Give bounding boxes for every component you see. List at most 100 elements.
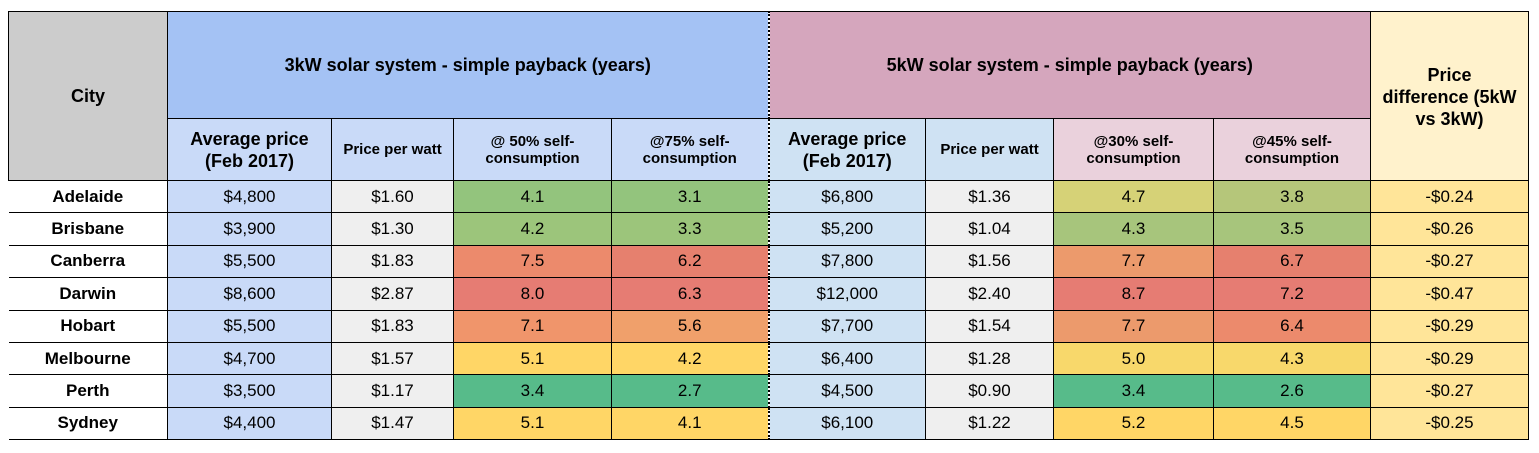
group-3kw-header: 3kW solar system - simple payback (years…: [167, 11, 770, 119]
avg-price-5kw-cell: $6,800: [768, 179, 926, 214]
self-consumption-30-header: @30% self- consumption: [1053, 118, 1214, 181]
avg-price-3kw-line2: (Feb 2017): [204, 150, 295, 171]
avg-price-3kw-cell: $3,900: [167, 212, 332, 246]
table-row: Melbourne $4,700 $1.57 5.1 4.2 $6,400 $1…: [8, 341, 1529, 376]
avg-price-3kw-cell: $4,800: [167, 179, 332, 214]
payback-50-cell: 3.4: [453, 374, 612, 408]
payback-75-cell: 5.6: [611, 309, 770, 343]
payback-30-cell: 7.7: [1053, 244, 1214, 279]
payback-50-cell: 7.5: [453, 244, 612, 279]
table-row: Sydney $4,400 $1.47 5.1 4.1 $6,100 $1.22…: [8, 406, 1529, 441]
payback-30-cell: 4.3: [1053, 212, 1214, 246]
price-per-watt-3kw-cell: $1.83: [331, 309, 454, 343]
avg-price-5kw-cell: $6,100: [768, 406, 926, 441]
sc45-line2: consumption: [1244, 149, 1340, 167]
payback-75-cell: 6.2: [611, 244, 770, 279]
price-per-watt-5kw-header: Price per watt: [925, 118, 1054, 181]
city-cell: Brisbane: [8, 212, 168, 246]
price-per-watt-5kw-cell: $0.90: [925, 374, 1054, 408]
price-per-watt-3kw-cell: $1.60: [331, 179, 454, 214]
price-difference-cell: -$0.27: [1370, 374, 1529, 408]
table-row: Canberra $5,500 $1.83 7.5 6.2 $7,800 $1.…: [8, 244, 1529, 279]
table-row: Hobart $5,500 $1.83 7.1 5.6 $7,700 $1.54…: [8, 309, 1529, 343]
table-row: Perth $3,500 $1.17 3.4 2.7 $4,500 $0.90 …: [8, 374, 1529, 408]
payback-30-cell: 5.0: [1053, 341, 1214, 376]
avg-price-3kw-cell: $4,400: [167, 406, 332, 441]
avg-price-3kw-line1: Average price: [190, 128, 309, 149]
price-per-watt-5kw-cell: $2.40: [925, 277, 1054, 311]
payback-45-cell: 3.8: [1213, 179, 1371, 214]
avg-price-5kw-cell: $6,400: [768, 341, 926, 376]
payback-50-cell: 7.1: [453, 309, 612, 343]
avg-price-5kw-header: Average price (Feb 2017): [768, 118, 926, 181]
avg-price-3kw-cell: $5,500: [167, 309, 332, 343]
table-row: Adelaide $4,800 $1.60 4.1 3.1 $6,800 $1.…: [8, 179, 1529, 214]
price-difference-cell: -$0.26: [1370, 212, 1529, 246]
avg-price-3kw-cell: $3,500: [167, 374, 332, 408]
avg-price-5kw-cell: $12,000: [768, 277, 926, 311]
avg-price-5kw-cell: $7,700: [768, 309, 926, 343]
price-difference-cell: -$0.27: [1370, 244, 1529, 279]
price-per-watt-5kw-cell: $1.54: [925, 309, 1054, 343]
city-cell: Canberra: [8, 244, 168, 279]
avg-price-5kw-line2: (Feb 2017): [802, 150, 892, 171]
sc45-line1: @45% self-: [1252, 132, 1332, 150]
sc50-line2: consumption: [485, 149, 580, 167]
price-difference-line2: difference (5kW: [1382, 87, 1517, 107]
payback-50-cell: 4.1: [453, 179, 612, 214]
table-body: Adelaide $4,800 $1.60 4.1 3.1 $6,800 $1.…: [8, 179, 1529, 441]
price-difference-cell: -$0.24: [1370, 179, 1529, 214]
payback-45-cell: 3.5: [1213, 212, 1371, 246]
price-difference-cell: -$0.29: [1370, 309, 1529, 343]
avg-price-3kw-header: Average price (Feb 2017): [167, 118, 332, 181]
self-consumption-45-header: @45% self- consumption: [1213, 118, 1371, 181]
payback-45-cell: 4.5: [1213, 406, 1371, 441]
price-per-watt-3kw-cell: $1.83: [331, 244, 454, 279]
price-per-watt-5kw-cell: $1.36: [925, 179, 1054, 214]
payback-75-cell: 4.1: [611, 406, 770, 441]
payback-50-cell: 8.0: [453, 277, 612, 311]
price-difference-cell: -$0.29: [1370, 341, 1529, 376]
payback-75-cell: 2.7: [611, 374, 770, 408]
sc30-line2: consumption: [1086, 149, 1181, 167]
price-per-watt-3kw-cell: $1.17: [331, 374, 454, 408]
price-per-watt-3kw-cell: $1.47: [331, 406, 454, 441]
avg-price-5kw-line1: Average price: [788, 128, 907, 149]
payback-45-cell: 6.4: [1213, 309, 1371, 343]
price-difference-cell: -$0.47: [1370, 277, 1529, 311]
sc75-line2: consumption: [642, 149, 737, 167]
city-cell: Darwin: [8, 277, 168, 311]
price-per-watt-3kw-cell: $1.57: [331, 341, 454, 376]
table-row: Darwin $8,600 $2.87 8.0 6.3 $12,000 $2.4…: [8, 277, 1529, 311]
avg-price-3kw-cell: $8,600: [167, 277, 332, 311]
avg-price-5kw-cell: $5,200: [768, 212, 926, 246]
sc30-line1: @30% self-: [1093, 132, 1174, 150]
payback-30-cell: 8.7: [1053, 277, 1214, 311]
payback-30-cell: 7.7: [1053, 309, 1214, 343]
city-header: City: [8, 11, 168, 181]
price-per-watt-3kw-cell: $1.30: [331, 212, 454, 246]
price-per-watt-5kw-cell: $1.56: [925, 244, 1054, 279]
price-per-watt-5kw-cell: $1.04: [925, 212, 1054, 246]
avg-price-3kw-cell: $4,700: [167, 341, 332, 376]
payback-30-cell: 4.7: [1053, 179, 1214, 214]
price-difference-header: Price difference (5kW vs 3kW): [1370, 11, 1529, 181]
payback-45-cell: 6.7: [1213, 244, 1371, 279]
payback-50-cell: 5.1: [453, 341, 612, 376]
price-per-watt-5kw-cell: $1.28: [925, 341, 1054, 376]
city-cell: Perth: [8, 374, 168, 408]
payback-45-cell: 2.6: [1213, 374, 1371, 408]
payback-75-cell: 3.1: [611, 179, 770, 214]
price-difference-line3: vs 3kW): [1415, 109, 1484, 129]
self-consumption-75-header: @75% self- consumption: [611, 118, 770, 181]
city-cell: Sydney: [8, 406, 168, 441]
city-cell: Adelaide: [8, 179, 168, 214]
payback-45-cell: 7.2: [1213, 277, 1371, 311]
sc50-line1: @ 50% self-: [490, 132, 575, 150]
payback-75-cell: 4.2: [611, 341, 770, 376]
payback-30-cell: 5.2: [1053, 406, 1214, 441]
payback-table: City 3kW solar system - simple payback (…: [8, 11, 1529, 441]
group-5kw-header: 5kW solar system - simple payback (years…: [768, 11, 1371, 119]
payback-75-cell: 6.3: [611, 277, 770, 311]
price-difference-line1: Price: [1427, 65, 1472, 85]
